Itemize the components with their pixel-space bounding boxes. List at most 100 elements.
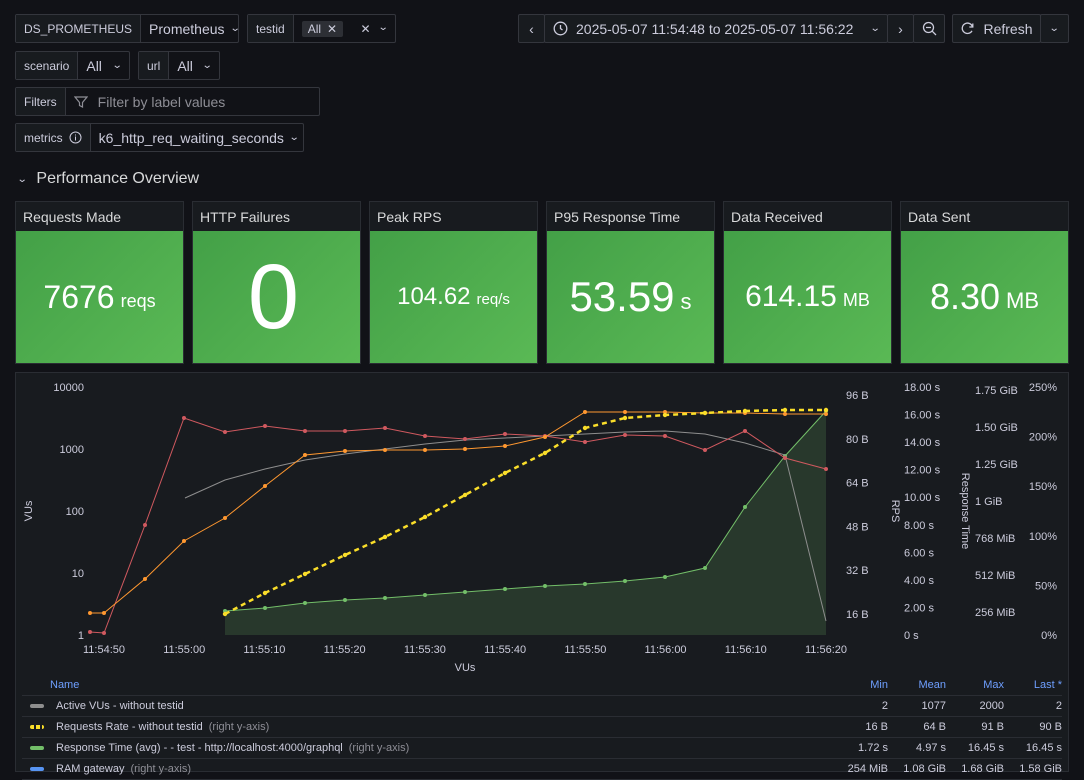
response-time-point bbox=[463, 590, 467, 594]
red-series-point bbox=[88, 630, 92, 634]
refresh-interval-dropdown[interactable]: ⌄ bbox=[1040, 14, 1069, 43]
legend-header-name[interactable]: Name bbox=[50, 679, 80, 691]
x-tick: 11:55:10 bbox=[243, 644, 285, 656]
y-seconds-tick: 10.00 s bbox=[904, 492, 941, 504]
stat-value: 614.15 bbox=[745, 280, 837, 313]
response-time-point bbox=[223, 609, 227, 613]
testid-variable: testid All ✕ ✕ ⌄ bbox=[247, 14, 396, 43]
legend-row[interactable]: Active VUs - without testid 2 1077 2000 2 bbox=[22, 696, 1062, 717]
url-variable-value: All bbox=[177, 57, 193, 74]
y-left-tick: 1000 bbox=[60, 444, 84, 456]
requests-rate-point bbox=[542, 450, 548, 456]
time-range-picker[interactable]: 2025-05-07 11:54:48 to 2025-05-07 11:56:… bbox=[544, 14, 888, 43]
stat-value: 0 bbox=[247, 245, 300, 348]
stat-panel-requests[interactable]: Requests Made 7676 reqs bbox=[15, 201, 184, 364]
stat-panel-failures[interactable]: HTTP Failures 0 bbox=[192, 201, 361, 364]
orange-series-point bbox=[143, 577, 147, 581]
x-tick: 11:56:20 bbox=[805, 644, 847, 656]
chevron-down-icon: ⌄ bbox=[201, 60, 213, 71]
testid-variable-label: testid bbox=[248, 15, 294, 42]
legend-min-value: 2 bbox=[881, 700, 888, 712]
orange-series-point bbox=[783, 412, 787, 416]
legend-series-name[interactable]: RAM gateway (right y-axis) bbox=[22, 763, 830, 775]
metrics-label-text: metrics bbox=[24, 130, 63, 145]
testid-variable-select[interactable]: All ✕ ✕ ⌄ bbox=[294, 15, 395, 42]
clock-icon bbox=[553, 21, 568, 36]
stat-panel-peak-rps[interactable]: Peak RPS 104.62 req/s bbox=[369, 201, 538, 364]
legend-header-mean[interactable]: Mean bbox=[918, 679, 946, 691]
legend-max-value: 16.45 s bbox=[967, 742, 1004, 754]
legend-swatch-icon bbox=[30, 725, 44, 729]
legend-series-suffix: (right y-axis) bbox=[208, 721, 270, 733]
stat-title: Data Received bbox=[731, 208, 823, 225]
time-back-button[interactable]: ‹ bbox=[518, 14, 545, 43]
y-gib-tick: 1.75 GiB bbox=[975, 385, 1018, 397]
requests-rate-point bbox=[462, 492, 468, 498]
response-time-point bbox=[743, 505, 747, 509]
scenario-variable-select[interactable]: All ⌄ bbox=[78, 52, 129, 79]
chevron-down-icon: ⌄ bbox=[111, 60, 123, 71]
legend-header-last[interactable]: Last * bbox=[1033, 679, 1062, 691]
chip-remove-icon[interactable]: ✕ bbox=[327, 21, 338, 36]
stat-panel-p95[interactable]: P95 Response Time 53.59 s bbox=[546, 201, 715, 364]
chevron-down-icon: ⌄ bbox=[377, 21, 389, 33]
stat-title: P95 Response Time bbox=[554, 208, 681, 225]
legend-row[interactable]: Response Time (avg) - - test - http://lo… bbox=[22, 738, 1062, 759]
info-icon[interactable] bbox=[69, 131, 82, 144]
response-time-point bbox=[623, 579, 627, 583]
legend-min-value: 254 MiB bbox=[847, 763, 888, 775]
zoom-out-button[interactable] bbox=[913, 14, 945, 43]
orange-series-point bbox=[263, 484, 267, 488]
legend-swatch-icon bbox=[30, 746, 44, 750]
red-series-point bbox=[583, 440, 587, 444]
refresh-button[interactable]: Refresh bbox=[952, 14, 1041, 43]
y-rps-axis-label: RPS bbox=[889, 500, 901, 523]
response-time-point bbox=[423, 593, 427, 597]
y-bytes-tick: 16 B bbox=[846, 609, 869, 621]
requests-rate-point bbox=[262, 590, 268, 596]
x-tick: 11:55:50 bbox=[564, 644, 606, 656]
requests-rate-line bbox=[224, 408, 826, 616]
x-axis-label: VUs bbox=[455, 662, 476, 674]
row-header[interactable]: ⌄ Performance Overview bbox=[17, 170, 199, 188]
legend-series-name[interactable]: Response Time (avg) - - test - http://lo… bbox=[22, 742, 830, 754]
legend-row[interactable]: Requests Rate - without testid (right y-a… bbox=[22, 717, 1062, 738]
y-left-tick: 1 bbox=[78, 630, 84, 642]
response-time-point bbox=[263, 606, 267, 610]
response-time-point bbox=[343, 598, 347, 602]
legend-header: Name Min Mean Max Last * bbox=[22, 675, 1062, 696]
x-tick: 11:55:20 bbox=[324, 644, 366, 656]
clear-icon[interactable]: ✕ bbox=[360, 21, 371, 36]
y-rt-axis-label: Response Time bbox=[959, 473, 971, 549]
url-variable-select[interactable]: All ⌄ bbox=[169, 52, 219, 79]
metrics-variable-select[interactable]: k6_http_req_waiting_seconds ⌄ bbox=[91, 124, 307, 151]
legend-series-name[interactable]: Active VUs - without testid bbox=[22, 700, 830, 712]
testid-chip-label: All bbox=[307, 21, 322, 36]
legend-series-label: Response Time (avg) - - test - http://lo… bbox=[56, 742, 343, 754]
legend-mean-value: 4.97 s bbox=[916, 742, 946, 754]
y-pct-tick: 0% bbox=[1041, 630, 1057, 642]
testid-chip[interactable]: All ✕ bbox=[301, 20, 344, 37]
y-bytes-tick: 64 B bbox=[846, 478, 869, 490]
legend-series-name[interactable]: Requests Rate - without testid (right y-a… bbox=[22, 721, 830, 733]
red-series-point bbox=[223, 430, 227, 434]
stat-value: 53.59 bbox=[569, 273, 675, 320]
filters-input[interactable]: Filter by label values bbox=[66, 88, 319, 115]
orange-series-point bbox=[503, 444, 507, 448]
stat-panel-data-sent[interactable]: Data Sent 8.30 MB bbox=[900, 201, 1069, 364]
stat-title: Requests Made bbox=[23, 208, 122, 225]
response-time-point bbox=[703, 566, 707, 570]
y-left-tick: 100 bbox=[66, 506, 84, 518]
stat-unit: MB bbox=[842, 289, 870, 310]
x-tick: 11:54:50 bbox=[83, 644, 125, 656]
legend-row[interactable]: RAM gateway (right y-axis) 254 MiB 1.08 GiB… bbox=[22, 759, 1062, 780]
red-series-point bbox=[463, 437, 467, 441]
legend-header-min[interactable]: Min bbox=[870, 679, 888, 691]
response-time-area bbox=[225, 411, 826, 635]
legend-header-max[interactable]: Max bbox=[983, 679, 1004, 691]
response-time-point bbox=[583, 582, 587, 586]
response-time-point bbox=[543, 584, 547, 588]
ds-variable-select[interactable]: Prometheus ⌄ bbox=[141, 15, 247, 42]
stat-panel-data-received[interactable]: Data Received 614.15 MB bbox=[723, 201, 892, 364]
